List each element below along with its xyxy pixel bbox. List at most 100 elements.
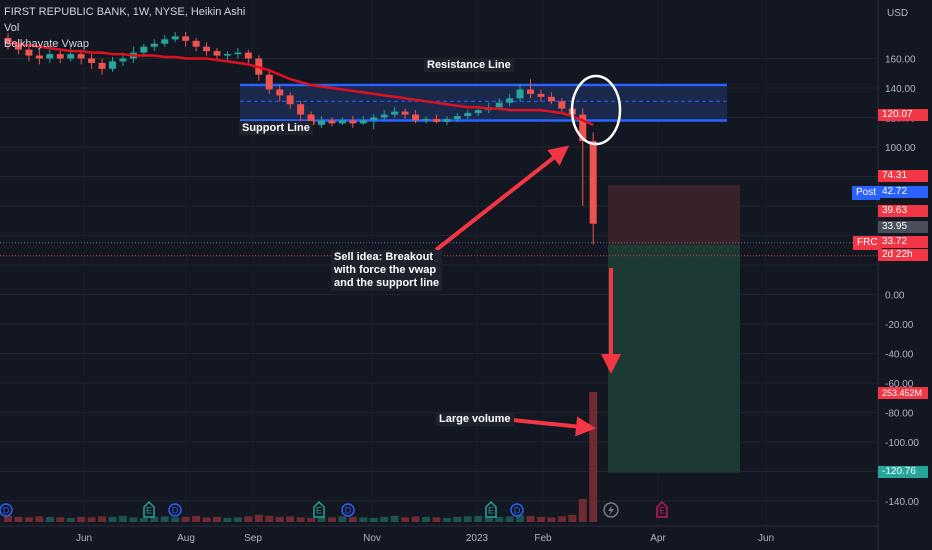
post-market-price: 42.72 (878, 186, 928, 198)
event-marker-letter: D (345, 506, 352, 516)
candle-body (370, 117, 378, 121)
volume-bar (129, 517, 138, 522)
volume-bar (244, 516, 253, 522)
y-axis-ticks: 160.00140.00120.00100.000.00-20.00-40.00… (885, 55, 919, 509)
volume-bar (422, 516, 430, 522)
volume-bar (108, 516, 117, 522)
candle-body (182, 36, 190, 41)
candle-body (14, 43, 22, 50)
level-badge-2: 33.95 (878, 221, 928, 233)
candle-body (77, 54, 85, 59)
candle-body (579, 114, 587, 142)
candle-body (88, 58, 96, 63)
candle-body (35, 55, 43, 59)
volume-bar (139, 517, 148, 522)
ticker-label: FRC (853, 236, 882, 250)
post-market-label: Post (852, 186, 881, 200)
sell-idea-line-2: with force the vwap (334, 264, 437, 276)
y-tick-label: -100.00 (885, 438, 919, 449)
candle-body (286, 95, 294, 105)
earnings-marker (143, 500, 155, 518)
volume-bar (45, 516, 54, 522)
event-marker-letter: D (172, 506, 179, 516)
candle-body (527, 89, 534, 94)
dividend-marker (0, 503, 13, 517)
event-marker-letter: E (659, 506, 665, 516)
y-tick-label: -20.00 (885, 320, 914, 331)
volume-bar (380, 516, 389, 522)
volume-bar (589, 392, 598, 522)
x-tick-label: 2023 (466, 533, 489, 544)
currency-label: USD (887, 8, 909, 19)
stop-loss-zone (608, 184, 740, 245)
x-tick-label: Feb (534, 533, 552, 544)
candle-body (474, 110, 482, 114)
volume-bar (98, 516, 107, 522)
volume-bar (317, 516, 326, 522)
candle-body (161, 39, 169, 44)
volume-bar (369, 517, 378, 522)
sell-idea-line-1: Sell idea: Breakout (334, 251, 434, 263)
candle-body (380, 114, 388, 118)
volume-bar (24, 517, 33, 522)
earnings-marker (656, 500, 668, 518)
vwap-indicator-label[interactable]: Belkhayate Vwap (4, 38, 89, 50)
event-marker-letter: E (488, 506, 494, 516)
volume-bar (202, 517, 211, 522)
volume-bar (348, 516, 357, 522)
price-channel (240, 83, 727, 122)
breakout-highlight-circle (570, 74, 622, 146)
y-tick-label: -80.00 (885, 409, 914, 420)
candle-body (359, 120, 367, 124)
volume-bar (557, 516, 566, 522)
candle-body (412, 114, 420, 121)
candle-body (223, 54, 231, 56)
volume-bar (401, 517, 410, 522)
event-marker-letter: E (146, 506, 152, 516)
channel-fill (240, 85, 727, 121)
x-tick-label: Jun (758, 533, 774, 544)
candle-body (318, 120, 325, 125)
dividend-marker (341, 503, 355, 517)
volume-bar (265, 515, 274, 522)
volume-bar (536, 516, 545, 522)
volume-bar (118, 515, 127, 522)
candle-body (401, 111, 409, 115)
y-tick-label: -60.00 (885, 379, 914, 390)
resistance-line-label: Resistance Line (424, 58, 514, 72)
dividend-marker (510, 503, 524, 517)
volume-indicator-label[interactable]: Vol (4, 22, 20, 34)
sell-idea-line-3: and the support line (334, 277, 440, 289)
annotation-arrows (434, 74, 622, 437)
support-line-label: Support Line (239, 121, 313, 135)
candle-body (453, 116, 461, 119)
candle-body (516, 89, 524, 99)
candle-body (25, 49, 33, 56)
volume-bar (474, 515, 483, 522)
volume-bar (411, 516, 420, 522)
volume-bar (171, 517, 180, 522)
chart-title: FIRST REPUBLIC BANK, 1W, NYSE, Heikin As… (4, 6, 246, 18)
large-volume-label: Large volume (436, 412, 514, 426)
sell-idea-arrow (434, 145, 570, 252)
candle-body (4, 37, 12, 44)
level-badge-1: 39.63 (878, 205, 928, 217)
ticker-price-badge: 33.72 (878, 236, 928, 248)
volume-bar (286, 516, 295, 522)
candle-body (349, 120, 357, 124)
volume-bar (578, 498, 587, 522)
candle-body (213, 51, 221, 56)
candle-body (244, 52, 252, 59)
candle-body (558, 101, 566, 109)
candle-body (276, 89, 284, 96)
bar-countdown: 2d 22h (878, 249, 928, 261)
take-profit-zone (608, 244, 740, 473)
x-tick-label: Aug (177, 533, 195, 544)
candle-body (203, 46, 211, 52)
volume-bar (547, 517, 556, 522)
volume-bar (35, 516, 44, 522)
volume-bar (442, 517, 451, 522)
volume-bar (390, 515, 399, 522)
